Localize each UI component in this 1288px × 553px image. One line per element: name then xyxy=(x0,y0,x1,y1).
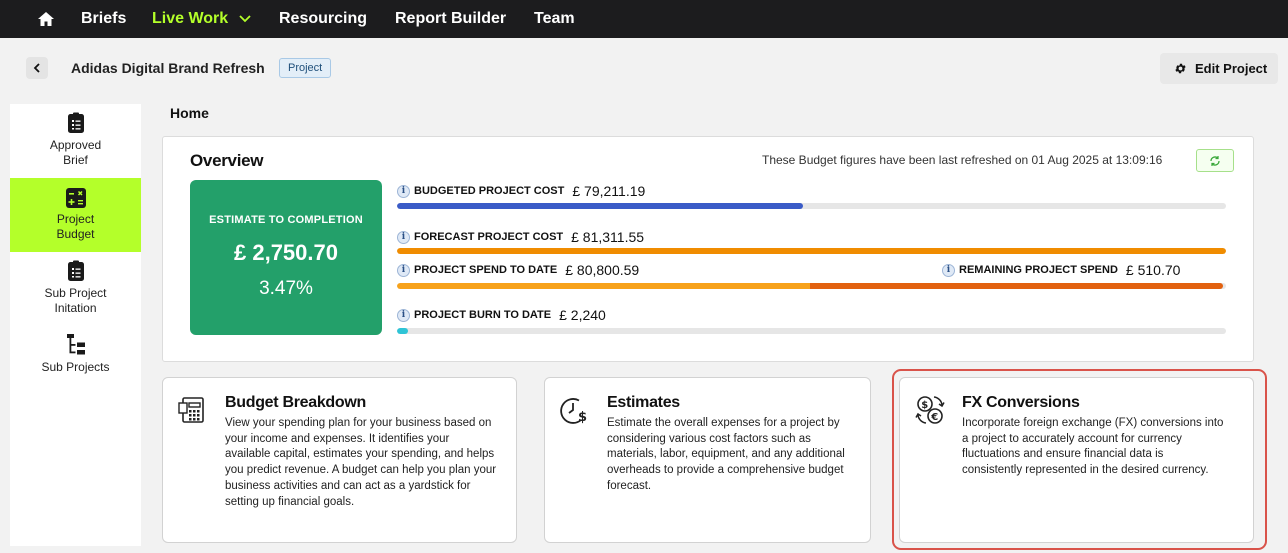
info-icon[interactable]: i xyxy=(397,230,410,244)
card-description: Estimate the overall expenses for a proj… xyxy=(607,417,845,492)
refresh-button[interactable] xyxy=(1196,149,1234,172)
metric-remaining-project-spend: i REMAINING PROJECT SPEND £ 510.70 xyxy=(942,262,1180,278)
budget-breakdown-card[interactable]: Budget Breakdown View your spending plan… xyxy=(162,377,517,543)
sidebar-item-label: Approved Brief xyxy=(49,138,102,167)
clipboard-list-icon xyxy=(67,260,84,281)
metric-value: £ 79,211.19 xyxy=(572,183,646,199)
edit-project-label: Edit Project xyxy=(1195,61,1268,76)
sidebar: Approved Brief Project Budget Sub Projec… xyxy=(10,104,141,546)
edit-project-button[interactable]: Edit Project xyxy=(1160,53,1278,84)
info-icon[interactable]: i xyxy=(397,184,410,198)
info-icon[interactable]: i xyxy=(942,263,955,277)
nav-team[interactable]: Team xyxy=(534,10,575,27)
metric-forecast-project-cost: i FORECAST PROJECT COST £ 81,311.55 xyxy=(397,229,644,245)
chevron-down-icon[interactable] xyxy=(239,15,251,23)
metric-budgeted-project-cost: i BUDGETED PROJECT COST £ 79,211.19 xyxy=(397,183,645,199)
card-title: Budget Breakdown xyxy=(225,394,366,411)
spend-progress-bar xyxy=(397,283,1226,289)
overview-title: Overview xyxy=(190,151,264,170)
svg-text:€: € xyxy=(930,412,938,423)
svg-text:$: $ xyxy=(921,400,928,411)
metric-label: PROJECT BURN TO DATE xyxy=(414,309,552,321)
metric-value: £ 510.70 xyxy=(1125,262,1181,278)
etc-label: ESTIMATE TO COMPLETION xyxy=(209,214,363,226)
calculator-sheet-icon xyxy=(178,397,204,423)
budgeted-progress-bar xyxy=(397,203,1226,209)
section-label-home: Home xyxy=(170,105,209,121)
card-title: FX Conversions xyxy=(962,394,1080,411)
clock-dollar-icon: $ xyxy=(560,398,587,425)
burn-bar-fill xyxy=(397,328,408,334)
nav-report-builder[interactable]: Report Builder xyxy=(395,10,507,27)
home-icon[interactable] xyxy=(38,12,54,26)
estimate-to-completion-card: ESTIMATE TO COMPLETION £ 2,750.70 3.47% xyxy=(190,180,382,335)
calculator-icon xyxy=(65,188,86,208)
chevron-left-icon xyxy=(33,63,40,73)
metric-label: PROJECT SPEND TO DATE xyxy=(414,264,558,276)
sidebar-item-label: Sub Projects xyxy=(41,360,110,374)
gear-icon xyxy=(1175,63,1186,74)
sidebar-item-label: Project Budget xyxy=(56,212,95,241)
metric-value: £ 80,800.59 xyxy=(565,262,640,278)
sidebar-item-label: Sub Project Initation xyxy=(44,286,107,315)
metric-label: FORECAST PROJECT COST xyxy=(414,231,564,243)
spend-bar-fill xyxy=(397,283,1223,289)
hierarchy-icon xyxy=(66,334,85,355)
budgeted-bar-fill xyxy=(397,203,804,209)
refresh-icon xyxy=(1210,155,1220,166)
metric-project-burn-to-date: i PROJECT BURN TO DATE £ 2,240 xyxy=(397,307,606,323)
svg-text:$: $ xyxy=(578,410,587,425)
metric-value: £ 81,311.55 xyxy=(571,229,645,245)
nav-resourcing[interactable]: Resourcing xyxy=(279,10,368,27)
fx-conversions-card[interactable]: $ € FX Conversions Incorporate foreign e… xyxy=(899,377,1254,543)
project-type-badge: Project xyxy=(279,58,332,78)
top-nav: Briefs Live Work Resourcing Report Build… xyxy=(0,0,1288,38)
metric-label: BUDGETED PROJECT COST xyxy=(414,185,565,197)
info-icon[interactable]: i xyxy=(397,308,410,322)
project-title: Adidas Digital Brand Refresh xyxy=(71,60,265,76)
overview-panel: Overview These Budget figures have been … xyxy=(162,136,1254,362)
metric-value: £ 2,240 xyxy=(559,307,606,323)
forecast-bar-fill xyxy=(397,248,1226,254)
refresh-status-text: These Budget figures have been last refr… xyxy=(762,153,1163,167)
sidebar-item-approved-brief[interactable]: Approved Brief xyxy=(10,112,141,178)
etc-percent: 3.47% xyxy=(259,278,313,299)
metric-label: REMAINING PROJECT SPEND xyxy=(959,264,1118,276)
card-description: View your spending plan for your busines… xyxy=(225,417,497,508)
sidebar-item-sub-projects[interactable]: Sub Projects xyxy=(10,334,141,384)
metric-project-spend-to-date: i PROJECT SPEND TO DATE £ 80,800.59 xyxy=(397,262,639,278)
estimates-card[interactable]: $ Estimates Estimate the overall expense… xyxy=(544,377,871,543)
card-title: Estimates xyxy=(607,394,680,411)
nav-briefs[interactable]: Briefs xyxy=(81,10,127,27)
currency-exchange-icon: $ € xyxy=(915,396,945,424)
fx-conversions-highlight xyxy=(892,369,1267,550)
clipboard-list-icon xyxy=(67,112,84,133)
info-icon[interactable]: i xyxy=(397,263,410,277)
sidebar-item-sub-project-initation[interactable]: Sub Project Initation xyxy=(10,260,141,328)
nav-live-work[interactable]: Live Work xyxy=(152,10,229,27)
burn-progress-bar xyxy=(397,328,1226,334)
card-description: Incorporate foreign exchange (FX) conver… xyxy=(962,417,1224,477)
etc-amount: £ 2,750.70 xyxy=(234,240,338,265)
back-button[interactable] xyxy=(26,57,48,79)
sidebar-item-project-budget[interactable]: Project Budget xyxy=(10,178,141,252)
forecast-progress-bar xyxy=(397,248,1226,254)
